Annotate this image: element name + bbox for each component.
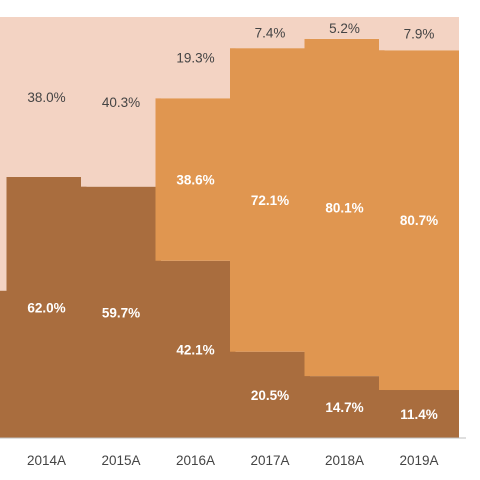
x-tick-labels: A2014A2015A2016A2017A2018A2019A: [27, 453, 439, 468]
data-label-2019A-s3: 7.9%: [404, 27, 435, 42]
data-label-2018A-s2: 80.1%: [325, 201, 363, 216]
data-label-2016A-s1: 42.1%: [176, 342, 214, 357]
x-tick-label-2015A: 2015A: [101, 453, 140, 468]
bar-segment-2019A-s3: [379, 17, 459, 51]
bar-segment-2018A-s3: [304, 17, 385, 39]
data-label-2015A-s3: 40.3%: [102, 95, 140, 110]
bar-segment-2014A-s1: [6, 176, 87, 439]
data-label-2016A-s3: 19.3%: [176, 51, 214, 66]
data-label-2017A-s1: 20.5%: [251, 388, 289, 403]
data-label-2018A-s1: 14.7%: [325, 400, 363, 415]
data-label-2017A-s2: 72.1%: [251, 193, 289, 208]
bar-segment-2018A-s1: [304, 376, 385, 438]
x-tick-label-2019A: 2019A: [399, 453, 438, 468]
x-tick-label-2016A: 2016A: [176, 453, 215, 468]
bar-segment-2016A-s1: [155, 260, 236, 438]
bar-segment-2017A-s3: [230, 17, 310, 49]
x-tick-label-2014A: 2014A: [27, 453, 66, 468]
data-label-2019A-s1: 11.4%: [400, 407, 438, 422]
bar-segment-2015A-s1: [81, 186, 161, 438]
bars-layer: %%62.0%38.0%59.7%40.3%42.1%38.6%19.3%20.…: [0, 17, 459, 439]
bar-segment-2016A-s3: [155, 17, 236, 99]
bar-segment-2017A-s1: [230, 351, 310, 438]
data-label-2017A-s3: 7.4%: [255, 26, 286, 41]
bar-segment-2019A-s1: [379, 390, 459, 438]
data-label-2015A-s1: 59.7%: [102, 305, 140, 320]
x-tick-label-2017A: 2017A: [250, 453, 289, 468]
bar-segment-2015A-s3: [81, 17, 161, 187]
data-label-2016A-s2: 38.6%: [176, 173, 214, 188]
bar-segment-2019A-s2: [379, 50, 459, 391]
data-label-2019A-s2: 80.7%: [400, 213, 438, 228]
data-label-2014A-s1: 62.0%: [27, 300, 65, 315]
bar-segment-2014A-s3: [6, 17, 87, 177]
bar-segment-2018A-s2: [304, 38, 385, 377]
bar-segment-2016A-s2: [155, 98, 236, 261]
data-label-2018A-s3: 5.2%: [329, 21, 360, 36]
data-label-2014A-s3: 38.0%: [27, 90, 65, 105]
x-tick-label-2018A: 2018A: [325, 453, 364, 468]
bar-segment-2017A-s2: [230, 48, 310, 352]
